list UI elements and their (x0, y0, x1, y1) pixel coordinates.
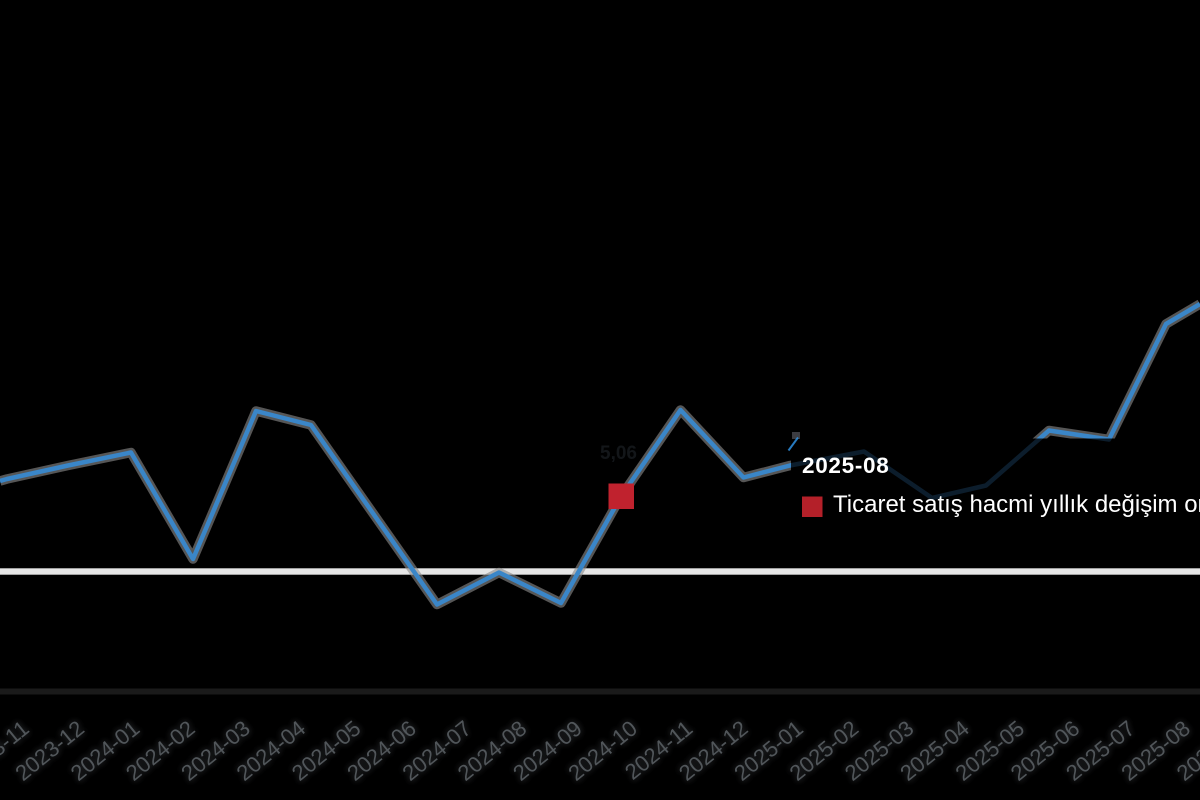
svg-text:2025-08: 2025-08 (802, 453, 889, 478)
svg-text:Ticaret satış hacmi yıllık değ: Ticaret satış hacmi yıllık değişim oranı (833, 491, 1200, 518)
svg-text:5,06: 5,06 (600, 443, 637, 464)
